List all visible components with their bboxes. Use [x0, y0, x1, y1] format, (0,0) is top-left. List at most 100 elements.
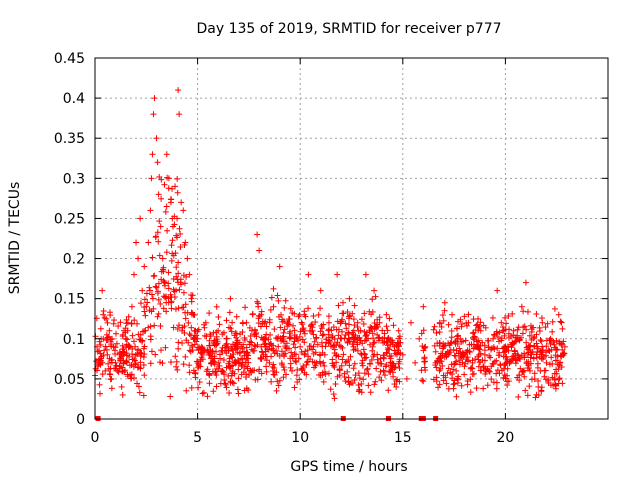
data-point: [506, 326, 513, 333]
data-point: [493, 370, 500, 377]
data-point: [379, 335, 386, 342]
data-point: [143, 290, 150, 297]
data-point: [322, 343, 329, 350]
data-point: [149, 151, 156, 158]
data-point: [270, 347, 277, 354]
data-point: [372, 378, 379, 385]
data-point: [229, 354, 236, 361]
data-point: [233, 313, 240, 320]
data-point: [301, 369, 308, 376]
data-point: [496, 329, 503, 336]
data-point: [431, 323, 438, 330]
data-point: [420, 378, 427, 385]
data-point: [366, 327, 373, 334]
data-point: [226, 355, 233, 362]
data-point: [313, 334, 320, 341]
data-point: [186, 362, 193, 369]
data-point: [383, 339, 390, 346]
data-point: [175, 345, 182, 352]
data-point: [556, 375, 563, 382]
data-point: [167, 393, 174, 400]
data-point: [262, 343, 269, 350]
data-point: [311, 338, 318, 345]
data-point: [470, 334, 477, 341]
data-point: [440, 340, 447, 347]
data-point: [531, 343, 538, 350]
data-point: [246, 371, 253, 378]
data-point: [514, 326, 521, 333]
data-point: [501, 361, 508, 368]
data-point: [453, 393, 460, 400]
data-point: [311, 364, 318, 371]
data-point: [294, 366, 301, 373]
data-point: [158, 276, 165, 283]
data-point: [96, 381, 103, 388]
data-point: [182, 301, 189, 308]
data-point: [350, 365, 357, 372]
data-point: [516, 371, 523, 378]
data-point: [310, 350, 317, 357]
data-point: [180, 289, 187, 296]
data-point: [325, 313, 332, 320]
data-point: [421, 354, 428, 361]
data-point: [106, 355, 113, 362]
data-point: [282, 297, 289, 304]
data-point: [149, 295, 156, 302]
data-point: [533, 331, 540, 338]
data-point: [206, 380, 213, 387]
data-point: [320, 378, 327, 385]
data-point: [301, 311, 308, 318]
data-point: [476, 359, 483, 366]
data-point: [498, 367, 505, 374]
data-point: [505, 334, 512, 341]
data-point: [453, 367, 460, 374]
data-point: [255, 315, 262, 322]
data-point: [448, 334, 455, 341]
data-point: [365, 371, 372, 378]
data-point: [220, 329, 227, 336]
data-point: [205, 348, 212, 355]
data-point: [461, 351, 468, 358]
data-point: [119, 333, 126, 340]
data-point: [345, 374, 352, 381]
data-point: [213, 383, 220, 390]
data-point: [485, 337, 492, 344]
data-point: [494, 287, 501, 294]
data-point: [519, 330, 526, 337]
data-point: [102, 367, 109, 374]
data-point: [268, 294, 275, 301]
data-point: [188, 384, 195, 391]
data-point: [469, 365, 476, 372]
data-point: [176, 225, 183, 232]
data-point: [134, 351, 141, 358]
data-point: [384, 335, 391, 342]
data-point: [103, 337, 110, 344]
y-tick-label: 0.05: [54, 372, 85, 388]
data-point: [100, 311, 107, 318]
data-point: [201, 324, 208, 331]
data-point: [448, 361, 455, 368]
data-point: [501, 314, 508, 321]
data-point: [152, 234, 159, 241]
data-point: [527, 367, 534, 374]
data-point: [350, 343, 357, 350]
data-point: [484, 382, 491, 389]
data-point: [268, 378, 275, 385]
data-point: [136, 336, 143, 343]
data-point: [368, 356, 375, 363]
data-point: [527, 322, 534, 329]
data-point: [458, 320, 465, 327]
data-point: [279, 316, 286, 323]
data-point: [133, 239, 140, 246]
data-point: [108, 385, 115, 392]
data-point: [390, 360, 397, 367]
data-point: [419, 377, 426, 384]
data-point: [365, 382, 372, 389]
data-point: [114, 367, 121, 374]
data-point: [523, 344, 530, 351]
data-point: [137, 359, 144, 366]
data-point: [371, 287, 378, 294]
data-point: [241, 387, 248, 394]
data-point: [147, 336, 154, 343]
